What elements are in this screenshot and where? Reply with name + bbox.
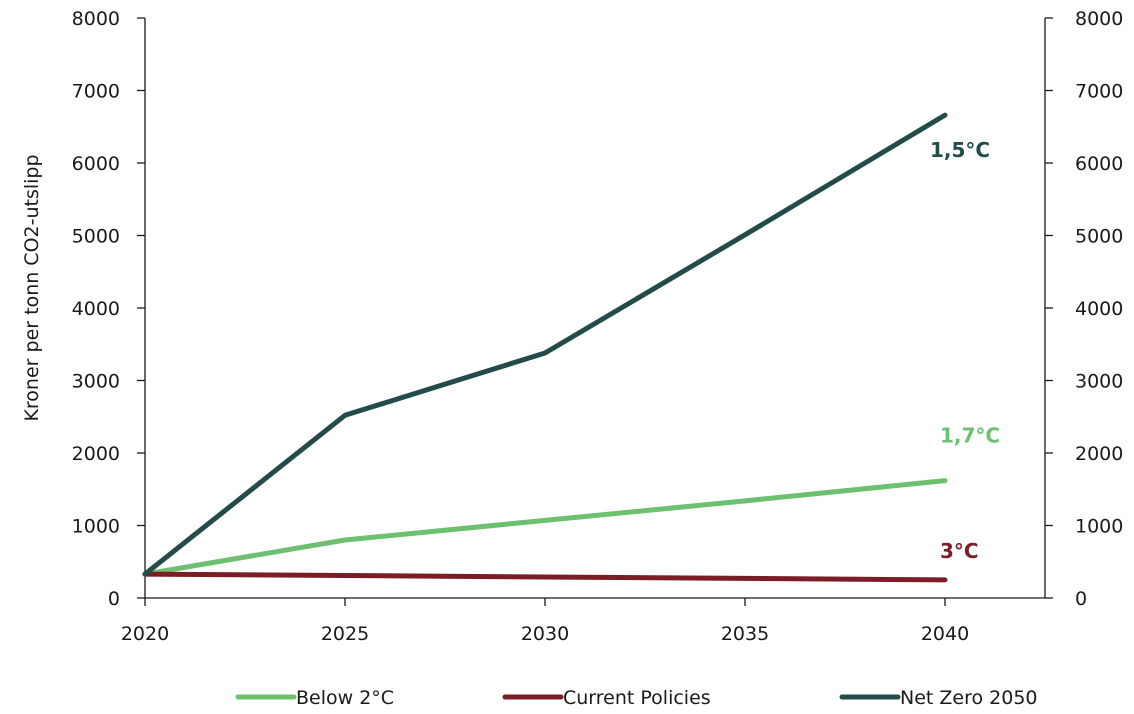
- y-tick-label-left: 6000: [72, 153, 120, 175]
- legend: Below 2°C Current Policies Net Zero 2050: [235, 687, 1038, 709]
- y-tick-label-left: 1000: [72, 516, 120, 538]
- x-tick-label: 2035: [721, 623, 769, 645]
- y-tick-label-right: 1000: [1075, 516, 1123, 538]
- y-tick-label-left: 7000: [72, 81, 120, 103]
- end-label: 1,5°C: [930, 138, 990, 162]
- y-tick-label-right: 2000: [1075, 443, 1123, 465]
- x-tick-label: 2025: [321, 623, 369, 645]
- axes: [137, 17, 1053, 606]
- y-tick-label-right: 6000: [1075, 153, 1123, 175]
- series-line-net-zero-2050: [142, 112, 948, 577]
- y-tick-label-right: 8000: [1075, 8, 1123, 30]
- end-label: 1,7°C: [940, 424, 1000, 448]
- y-tick-label-left: 5000: [72, 226, 120, 248]
- legend-label: Current Policies: [563, 687, 711, 709]
- y-tick-label-left: 3000: [72, 371, 120, 393]
- x-tick-label: 2030: [521, 623, 569, 645]
- y-tick-label-right: 7000: [1075, 81, 1123, 103]
- y-tick-label-left: 2000: [72, 443, 120, 465]
- y-tick-label-left: 0: [108, 588, 120, 610]
- legend-label: Net Zero 2050: [900, 687, 1038, 709]
- series-layer: [142, 112, 948, 583]
- end-label: 3°C: [940, 539, 979, 563]
- y-tick-label-right: 0: [1075, 588, 1087, 610]
- y-tick-label-left: 4000: [72, 298, 120, 320]
- y-axis-title: Kroner per tonn CO2-utslipp: [21, 154, 43, 421]
- legend-label: Below 2°C: [296, 687, 394, 709]
- y-tick-label-left: 8000: [72, 8, 120, 30]
- y-tick-label-right: 4000: [1075, 298, 1123, 320]
- tick-labels: 0 0 1000 1000 2000 2000 3000 3000 4000 4000 5000 50…: [72, 8, 1124, 645]
- series-line-current-policies: [142, 571, 948, 583]
- y-tick-label-right: 3000: [1075, 371, 1123, 393]
- end-labels: 1,7°C 3°C 1,5°C: [930, 138, 1000, 563]
- x-tick-label: 2020: [121, 623, 169, 645]
- y-tick-label-right: 5000: [1075, 226, 1123, 248]
- series-line-below-2-c: [142, 478, 948, 577]
- x-tick-label: 2040: [921, 623, 969, 645]
